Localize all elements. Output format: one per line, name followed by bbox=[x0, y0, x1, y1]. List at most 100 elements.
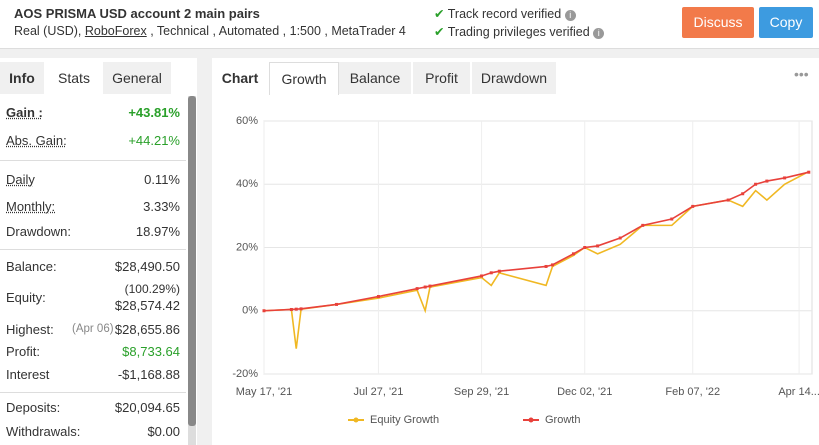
stat-note: (Apr 06) bbox=[72, 323, 114, 335]
x-tick-label: May 17, '21 bbox=[236, 386, 293, 398]
stat-row: Equity: (100.29%) $28,574.42 bbox=[6, 282, 180, 313]
point bbox=[754, 182, 758, 186]
tab[interactable]: Drawdown bbox=[472, 62, 556, 94]
point bbox=[765, 179, 769, 183]
stat-label: Monthly: bbox=[6, 199, 56, 214]
point bbox=[376, 295, 380, 299]
point bbox=[691, 204, 695, 208]
stat-label: Highest: bbox=[6, 322, 54, 337]
x-tick-label: Jul 27, '21 bbox=[354, 386, 404, 398]
stat-label: Balance: bbox=[6, 259, 57, 274]
stat-label: Withdrawals: bbox=[6, 424, 81, 439]
x-tick-label: Dec 02, '21 bbox=[557, 386, 612, 398]
point bbox=[641, 223, 645, 227]
chart-panel: Chart Growth Balance Profit Drawdown •••… bbox=[212, 58, 819, 445]
stat-row: Balance: $28,490.50 bbox=[6, 259, 180, 279]
stat-label: Abs. Gain: bbox=[6, 133, 67, 148]
point bbox=[480, 274, 484, 278]
scrollbar[interactable] bbox=[188, 96, 196, 445]
stat-label: Interest bbox=[6, 367, 50, 382]
series-line bbox=[263, 171, 809, 312]
tab[interactable]: Stats bbox=[47, 62, 101, 94]
tab[interactable]: Growth bbox=[269, 62, 339, 95]
stat-label: Profit: bbox=[6, 344, 40, 359]
stat-label: Gain : bbox=[6, 105, 43, 120]
verified: ✔ Track record verified i bbox=[434, 6, 576, 21]
header: AOS PRISMA USD account 2 main pairs Real… bbox=[0, 0, 819, 49]
point bbox=[544, 264, 548, 268]
point bbox=[335, 302, 339, 306]
series-line bbox=[263, 170, 810, 349]
point bbox=[497, 269, 501, 273]
stat-label: Equity: bbox=[6, 290, 46, 305]
stat-value: 3.33% bbox=[143, 199, 180, 214]
stat-row: Monthly: 3.33% bbox=[6, 199, 180, 219]
y-tick-label: 20% bbox=[236, 241, 258, 253]
stat-note: (100.29%) bbox=[124, 282, 180, 296]
discuss-button[interactable]: Discuss bbox=[682, 7, 754, 38]
stat-value: -$1,168.88 bbox=[117, 367, 180, 382]
x-tick-label: Sep 29, '21 bbox=[454, 386, 509, 398]
broker-link[interactable]: RoboForex bbox=[84, 24, 147, 38]
tab[interactable]: Info bbox=[0, 62, 44, 94]
stat-row: Highest: (Apr 06) $28,655.86 bbox=[6, 322, 180, 342]
stat-row: Deposits: $20,094.65 bbox=[6, 400, 180, 420]
chart-label: Chart bbox=[212, 62, 268, 94]
tab[interactable]: Balance bbox=[339, 62, 411, 94]
y-tick-label: 60% bbox=[236, 115, 258, 127]
point bbox=[428, 284, 432, 288]
point bbox=[583, 246, 587, 249]
verified: ✔ Trading privileges verified i bbox=[434, 24, 605, 39]
y-tick-label: 0% bbox=[242, 305, 258, 317]
stat-value: $20,094.65 bbox=[114, 400, 180, 415]
point bbox=[415, 287, 419, 291]
stat-row: Abs. Gain: +44.21% bbox=[6, 133, 180, 153]
point bbox=[294, 307, 298, 311]
x-tick-label: Apr 14... bbox=[778, 386, 819, 398]
point bbox=[571, 252, 575, 256]
stat-row: Drawdown: 18.97% bbox=[6, 224, 180, 244]
account-title: AOS PRISMA USD account 2 main pairs bbox=[14, 6, 260, 21]
point bbox=[489, 271, 493, 275]
stat-row: Profit: $8,733.64 bbox=[6, 344, 180, 364]
point bbox=[262, 309, 266, 313]
details: Real (USD), bbox=[14, 24, 82, 38]
point bbox=[726, 198, 730, 202]
point bbox=[618, 236, 622, 240]
stat-value: 0.11% bbox=[144, 172, 180, 187]
y-tick-label: -20% bbox=[232, 368, 258, 380]
point bbox=[596, 244, 600, 248]
point bbox=[783, 176, 787, 180]
stat-row: Daily 0.11% bbox=[6, 172, 180, 192]
stat-row: Gain : +43.81% bbox=[6, 105, 180, 125]
y-tick-label: 40% bbox=[236, 178, 258, 190]
point bbox=[670, 217, 674, 221]
stat-row: Interest -$1,168.88 bbox=[6, 367, 180, 387]
stat-value: +44.21% bbox=[128, 133, 180, 148]
details: , Technical , Automated , 1:500 , MetaTr… bbox=[150, 24, 406, 38]
stat-value: $28,655.86 bbox=[114, 322, 180, 337]
menu[interactable]: ••• bbox=[794, 66, 809, 82]
verified-text: Trading privileges verified bbox=[447, 25, 590, 39]
point bbox=[289, 307, 293, 311]
stat-value: $0.00 bbox=[147, 424, 180, 439]
stat-value: +43.81% bbox=[128, 105, 180, 120]
x-tick-label: Feb 07, '22 bbox=[665, 386, 720, 398]
point bbox=[423, 285, 427, 289]
verified-text: Track record verified bbox=[447, 7, 562, 21]
point bbox=[807, 170, 811, 174]
stat-row: Withdrawals: $0.00 bbox=[6, 424, 180, 444]
account-details: Real (USD), RoboForex , Technical , Auto… bbox=[14, 24, 406, 38]
legend-label: Growth bbox=[545, 414, 580, 426]
stats-panel: Info Stats General Gain : +43.81% Abs. Ga… bbox=[0, 58, 197, 445]
legend-marker bbox=[353, 417, 359, 423]
copy-button[interactable]: Copy bbox=[759, 7, 813, 38]
stat-label: Daily bbox=[6, 172, 35, 187]
stat-value: $28,574.42 bbox=[114, 298, 180, 313]
tab[interactable]: General bbox=[103, 62, 171, 94]
tab[interactable]: Profit bbox=[413, 62, 470, 94]
stat-label: Deposits: bbox=[6, 400, 61, 415]
chart: -20% 0% 20% 40% 60% May 17, '21 Jul 27, '21 Sep… bbox=[232, 115, 819, 426]
stat-value: $28,490.50 bbox=[114, 259, 180, 274]
